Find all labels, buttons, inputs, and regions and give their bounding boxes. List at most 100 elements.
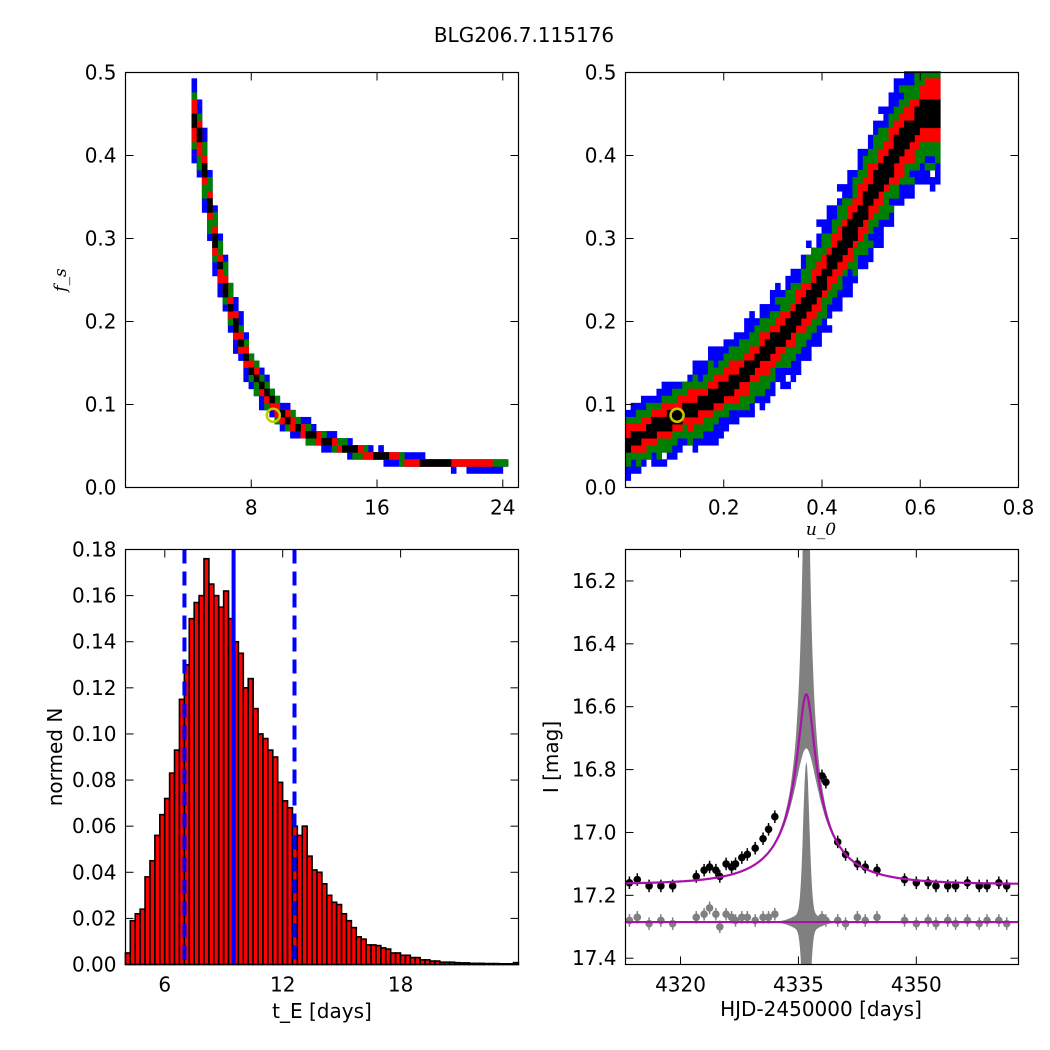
p1-cell-level-1 [295,431,301,439]
p1-cell-level-1 [331,431,338,439]
p2-cell-level-3 [723,367,730,376]
p2-cell-level-3 [635,424,642,432]
p2-cell-level-3 [708,381,714,390]
p2-cell-level-3 [836,268,843,277]
p1-cell-level-3 [450,459,457,467]
p2-cell-level-1 [625,409,632,418]
p2-cell-level-1 [878,120,884,129]
p1-cell-level-1 [233,304,239,312]
p2-cell-level-4 [847,226,853,234]
p2-cell-level-2 [754,325,761,333]
p2-cell-level-2 [800,332,807,340]
p2-cell-level-3 [924,127,931,136]
p2-cell-level-2 [785,304,791,312]
p2-cell-level-2 [713,409,719,418]
p2-cell-level-4 [666,424,673,432]
p2-cell-level-1 [769,381,776,390]
data-point [771,812,779,821]
p2-cell-level-2 [646,409,652,418]
p2-cell-level-3 [857,233,864,241]
p2-cell-level-4 [764,353,771,361]
p2-cell-level-2 [749,381,755,390]
p2-cell-level-1 [934,170,941,178]
p1-cell-level-2 [502,459,509,467]
p2-cell-level-3 [826,247,833,256]
p2-cell-level-3 [821,261,828,270]
p2-cell-level-3 [713,381,719,390]
p1-cell-level-3 [222,275,229,284]
p2-cell-level-2 [842,205,848,213]
p2-cell-level-3 [867,212,874,220]
p2-cell-level-1 [898,92,905,100]
p2-cell-level-4 [862,212,869,220]
p2-cell-level-1 [723,339,730,347]
p2-cell-level-3 [852,240,859,249]
p2-cell-level-2 [702,424,709,432]
p2-cell-level-1 [909,184,915,192]
p2-cell-level-4 [811,297,817,305]
p2-cell-level-1 [888,106,895,114]
p1-cell-level-1 [243,374,249,383]
p2-cell-level-3 [795,289,802,298]
p2-cell-level-3 [883,184,889,192]
p1-cell-level-2 [295,416,301,425]
p2-cell-level-2 [702,416,709,425]
p2-cell-level-1 [744,409,750,418]
p1-cell-level-3 [290,416,296,425]
p1-cell-level-4 [196,134,203,143]
panel-te-histogram: 6 12 18 0.00 0.02 0.04 0.06 0.08 0.10 0.12 0.14 0.1… [43,538,520,1023]
p1-cell-level-4 [233,325,239,333]
p2-cell-level-2 [646,402,652,411]
p2-cell-level-4 [836,254,843,263]
p2-cell-level-4 [764,339,771,347]
p2-cell-level-2 [852,268,859,277]
p2-cell-level-1 [898,198,905,206]
p2-cell-level-2 [919,148,926,157]
p2-cell-level-2 [888,184,895,192]
p2-cell-level-2 [744,402,750,411]
p2-cell-level-2 [904,92,910,100]
p2-cell-level-3 [924,134,931,143]
p2-cell-level-3 [816,261,822,270]
p1-cell-level-4 [222,289,229,298]
p2-cell-level-2 [914,162,920,171]
p2-cell-level-4 [708,395,714,404]
p2-cell-level-4 [759,353,766,361]
p2-cell-level-2 [862,247,869,256]
p2-cell-level-4 [852,219,859,227]
p1-cell-level-1 [217,282,224,291]
p2-cell-level-1 [800,353,807,361]
p2-cell-level-2 [878,205,884,213]
p1-cell-level-1 [300,416,307,425]
p1-cell-level-2 [253,388,260,397]
p2-cell-level-1 [723,416,730,425]
p2-cell-level-1 [677,381,683,390]
p2-cell-level-2 [790,282,797,291]
p1-cell-level-1 [217,289,224,298]
p2-cell-level-2 [661,438,668,446]
p1-cell-level-3 [336,445,343,453]
p2-cell-level-1 [914,170,920,178]
p2-cell-level-2 [816,311,822,319]
p2-cell-level-1 [795,353,802,361]
p1-cell-level-1 [201,127,208,136]
residual-point [853,913,862,922]
panel-fs-vs-u0: 0.2 0.4 0.6 0.8 0.0 0.1 0.2 0.3 0.4 0.5 u_0 [585,61,1035,541]
p2-cell-level-4 [800,304,807,312]
p2-cell-level-1 [862,254,869,263]
p2-cell-level-3 [847,212,853,220]
model-curve [625,693,1019,885]
p2-heatmap [625,71,941,481]
data-point [932,882,940,890]
p2-cell-level-2 [744,395,750,404]
p2-cell-level-1 [759,395,766,404]
p1-cell-level-1 [238,353,244,361]
p2-cell-level-2 [702,381,709,390]
p2-cell-level-1 [677,438,683,446]
p2-cell-level-2 [630,452,637,460]
p2-cell-level-3 [744,353,750,361]
p2-ytick-label: 0.2 [585,310,617,334]
p1-cell-level-1 [279,424,286,432]
p2-cell-level-1 [878,240,884,249]
p1-cell-level-2 [201,184,208,192]
